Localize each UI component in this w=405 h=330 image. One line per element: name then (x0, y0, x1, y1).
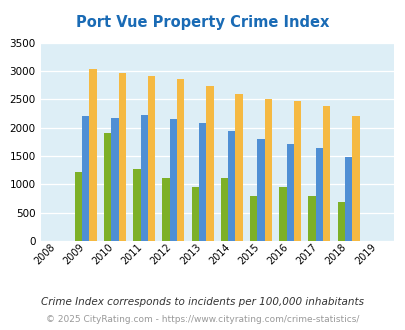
Bar (286, 144, 293, 241)
Bar (111, 117, 118, 241)
Bar (264, 99, 271, 241)
Bar (308, 196, 315, 241)
Bar (82, 116, 89, 241)
Bar (133, 169, 140, 241)
Bar (220, 178, 228, 241)
Bar (337, 202, 344, 241)
Bar (235, 94, 242, 241)
Bar (162, 178, 169, 241)
Text: Port Vue Property Crime Index: Port Vue Property Crime Index (76, 15, 329, 30)
Bar (147, 76, 155, 241)
Bar (169, 119, 177, 241)
Bar (191, 186, 198, 241)
Bar (198, 123, 206, 241)
Bar (89, 69, 96, 241)
Bar (206, 86, 213, 241)
Bar (279, 186, 286, 241)
Bar (140, 115, 147, 241)
Text: © 2025 CityRating.com - https://www.cityrating.com/crime-statistics/: © 2025 CityRating.com - https://www.city… (46, 315, 359, 324)
Bar (104, 133, 111, 241)
Bar (344, 157, 352, 241)
Bar (293, 101, 301, 241)
Text: Crime Index corresponds to incidents per 100,000 inhabitants: Crime Index corresponds to incidents per… (41, 297, 364, 307)
Bar (249, 196, 257, 241)
Bar (228, 131, 235, 241)
Bar (257, 139, 264, 241)
Bar (352, 116, 359, 241)
Bar (75, 172, 82, 241)
Bar (118, 74, 126, 241)
Bar (315, 148, 322, 241)
Bar (177, 79, 184, 241)
Bar (322, 106, 330, 241)
